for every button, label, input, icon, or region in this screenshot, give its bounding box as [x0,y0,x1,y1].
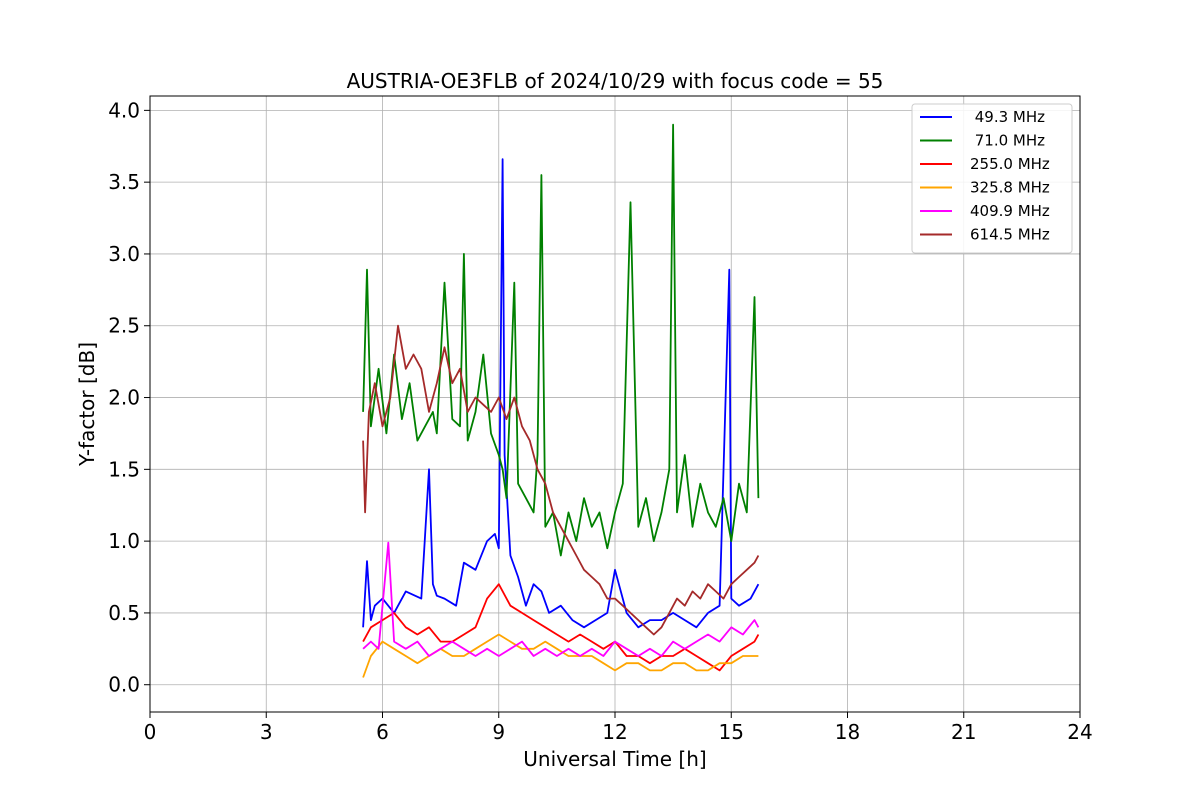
y-tick-label: 0.5 [108,601,140,625]
y-tick-label: 1.5 [108,457,140,481]
series-line-2 [362,583,760,672]
legend-label: 49.3 MHz [970,108,1045,126]
chart-title: AUSTRIA-OE3FLB of 2024/10/29 with focus … [347,69,884,93]
x-tick-label: 18 [835,720,860,744]
y-tick-label: 3.0 [108,242,140,266]
x-tick-label: 12 [602,720,627,744]
x-tick-label: 15 [719,720,744,744]
x-tick-label: 21 [951,720,976,744]
x-tick-label: 3 [260,720,273,744]
y-axis-label: Y-factor [dB] [75,342,99,467]
series-line-1 [362,123,760,557]
legend-label: 71.0 MHz [970,132,1045,150]
x-tick-label: 9 [492,720,505,744]
y-tick-label: 0.0 [108,673,140,697]
y-axis: 0.0 0.5 1.0 1.5 2.0 2.5 3.0 3.5 4.0 [108,98,150,697]
legend-label: 325.8 MHz [970,179,1050,197]
y-tick-label: 1.0 [108,529,140,553]
x-axis: 0 3 6 9 12 15 18 21 24 [144,712,1093,744]
series-line-5 [362,324,760,636]
x-axis-label: Universal Time [h] [523,747,706,771]
y-tick-label: 3.5 [108,170,140,194]
x-tick-label: 24 [1067,720,1092,744]
y-tick-label: 2.5 [108,314,140,338]
legend-label: 614.5 MHz [970,226,1050,244]
legend: 49.3 MHz 71.0 MHz 255.0 MHz 325.8 MHz 409.9… [911,103,1073,254]
y-tick-label: 2.0 [108,386,140,410]
legend-label: 255.0 MHz [970,155,1050,173]
series-line-0 [362,158,760,629]
x-tick-label: 6 [376,720,389,744]
series-line-4 [362,541,760,657]
series-layer [362,123,760,678]
y-tick-label: 4.0 [108,98,140,122]
x-tick-label: 0 [144,720,157,744]
legend-label: 409.9 MHz [970,202,1050,220]
